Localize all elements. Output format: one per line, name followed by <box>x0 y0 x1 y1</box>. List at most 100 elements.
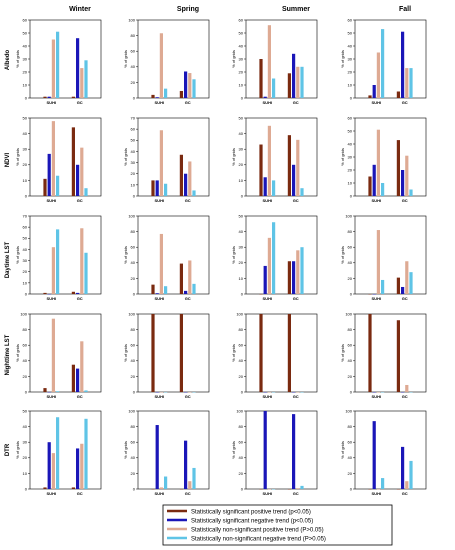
row-label-daytime-lst: Daytime LST <box>5 241 11 278</box>
y-tick-label: 20 <box>239 260 244 265</box>
chart-ndvi-summer: 0 10 20 30 40 50 % of grids SUHI GC <box>231 115 318 203</box>
y-tick-label: 0 <box>133 486 136 491</box>
plot-frame <box>29 117 102 197</box>
season-titles: Winter Spring Summer Fall <box>69 6 411 13</box>
x-tick-label-gc: GC <box>185 394 191 399</box>
y-axis-label: % of grids <box>231 246 236 264</box>
bar-sig-positive-gc <box>71 96 75 98</box>
bar-sig-negative-gc <box>76 292 80 294</box>
y-axis-label: % of grids <box>123 441 128 459</box>
chart-ndvi-winter: 0 10 20 30 40 50 % of grids SUHI GC <box>15 115 102 203</box>
x-tick-label-gc: GC <box>293 296 299 301</box>
y-tick-label: 100 <box>345 213 352 218</box>
x-tick-label-gc: GC <box>293 394 299 399</box>
y-tick-label: 50 <box>23 115 28 120</box>
y-axis-label: % of grids <box>123 246 128 264</box>
y-tick-label: 20 <box>23 269 28 274</box>
y-tick-label: 10 <box>23 280 28 285</box>
y-tick-label: 20 <box>23 69 28 74</box>
bar-sig-positive-gc <box>287 135 291 196</box>
plot-frame <box>29 19 102 99</box>
season-title-fall: Fall <box>399 6 411 13</box>
bar-nonsig-negative-suhi <box>164 88 168 98</box>
y-axis-label: % of grids <box>123 344 128 362</box>
bar-sig-negative-suhi <box>372 164 376 196</box>
y-tick-label: 0 <box>133 95 136 100</box>
bar-nonsig-positive-gc <box>188 260 192 294</box>
row-label-albedo: Albedo <box>5 50 11 71</box>
x-tick-label-gc: GC <box>185 491 191 496</box>
bar-sig-positive-gc <box>396 140 400 196</box>
y-axis-label: % of grids <box>123 50 128 68</box>
y-tick-label: 20 <box>131 276 136 281</box>
y-tick-label: 100 <box>128 408 135 413</box>
y-axis-label: % of grids <box>123 148 128 166</box>
x-tick-label-suhi: SUHI <box>263 100 273 105</box>
x-tick-label-suhi: SUHI <box>263 198 273 203</box>
y-tick-label: 40 <box>23 424 28 429</box>
plot-frame <box>137 313 210 393</box>
y-tick-label: 70 <box>131 115 136 120</box>
bar-nonsig-positive-suhi <box>51 247 55 294</box>
bar-sig-negative-suhi <box>155 180 159 196</box>
y-tick-label: 40 <box>348 455 353 460</box>
y-axis-label: % of grids <box>340 246 345 264</box>
y-axis-label: % of grids <box>340 50 345 68</box>
bar-sig-negative-gc <box>401 446 405 489</box>
y-axis-label: % of grids <box>15 344 20 362</box>
chart-dtr-fall: 0 20 40 60 80 100 % of grids SUHI GC <box>340 408 427 496</box>
bar-nonsig-negative-gc <box>409 272 413 294</box>
bar-sig-positive-gc <box>179 90 183 98</box>
y-tick-label: 80 <box>131 229 136 234</box>
y-axis-label: % of grids <box>340 344 345 362</box>
bar-nonsig-negative-gc <box>192 283 196 294</box>
y-axis-label: % of grids <box>231 441 236 459</box>
x-tick-label-gc: GC <box>77 198 83 203</box>
bar-nonsig-negative-gc <box>409 189 413 196</box>
y-tick-label: 20 <box>348 276 353 281</box>
bar-nonsig-positive-suhi <box>51 39 55 98</box>
bar-nonsig-positive-suhi <box>376 52 380 98</box>
x-tick-label-suhi: SUHI <box>155 491 165 496</box>
plot-frame <box>29 215 102 295</box>
y-tick-label: 0 <box>25 291 28 296</box>
plot-frame <box>245 117 318 197</box>
bar-nonsig-negative-gc <box>300 247 304 294</box>
bar-nonsig-positive-gc <box>80 68 84 98</box>
y-tick-label: 60 <box>348 115 353 120</box>
bar-sig-negative-gc <box>76 164 80 196</box>
x-tick-label-suhi: SUHI <box>47 394 57 399</box>
y-tick-label: 80 <box>348 424 353 429</box>
y-tick-label: 40 <box>23 247 28 252</box>
y-axis-label: % of grids <box>15 246 20 264</box>
plot-frame <box>354 117 427 197</box>
x-tick-label-gc: GC <box>185 198 191 203</box>
x-tick-label-suhi: SUHI <box>263 296 273 301</box>
bar-nonsig-positive-suhi <box>267 237 271 294</box>
bar-sig-positive-gc <box>179 154 183 196</box>
bar-nonsig-positive-suhi <box>159 487 163 489</box>
plot-frame <box>245 313 318 393</box>
bar-nonsig-negative-suhi <box>381 279 385 294</box>
y-tick-label: 20 <box>239 69 244 74</box>
bar-nonsig-positive-suhi <box>159 33 163 99</box>
bar-nonsig-positive-suhi <box>51 121 55 196</box>
y-tick-label: 40 <box>23 358 28 363</box>
y-tick-label: 10 <box>239 82 244 87</box>
bar-nonsig-negative-suhi <box>56 31 60 99</box>
legend-label-sig-positive: Statistically significant positive trend… <box>191 510 311 516</box>
y-tick-label: 100 <box>236 311 243 316</box>
y-tick-label: 100 <box>345 408 352 413</box>
bar-nonsig-positive-gc <box>188 481 192 489</box>
y-tick-label: 60 <box>131 127 136 132</box>
bar-nonsig-negative-suhi <box>56 391 60 392</box>
x-tick-label-gc: GC <box>402 100 408 105</box>
y-tick-label: 70 <box>23 213 28 218</box>
bar-nonsig-positive-suhi <box>376 129 380 196</box>
y-tick-label: 40 <box>239 229 244 234</box>
bar-nonsig-positive-gc <box>296 250 300 294</box>
chart-nighttime-lst-winter: 0 20 40 60 80 100 % of grids SUHI GC <box>15 311 102 399</box>
plot-frame <box>245 410 318 490</box>
plot-frame <box>137 19 210 99</box>
y-tick-label: 40 <box>239 455 244 460</box>
